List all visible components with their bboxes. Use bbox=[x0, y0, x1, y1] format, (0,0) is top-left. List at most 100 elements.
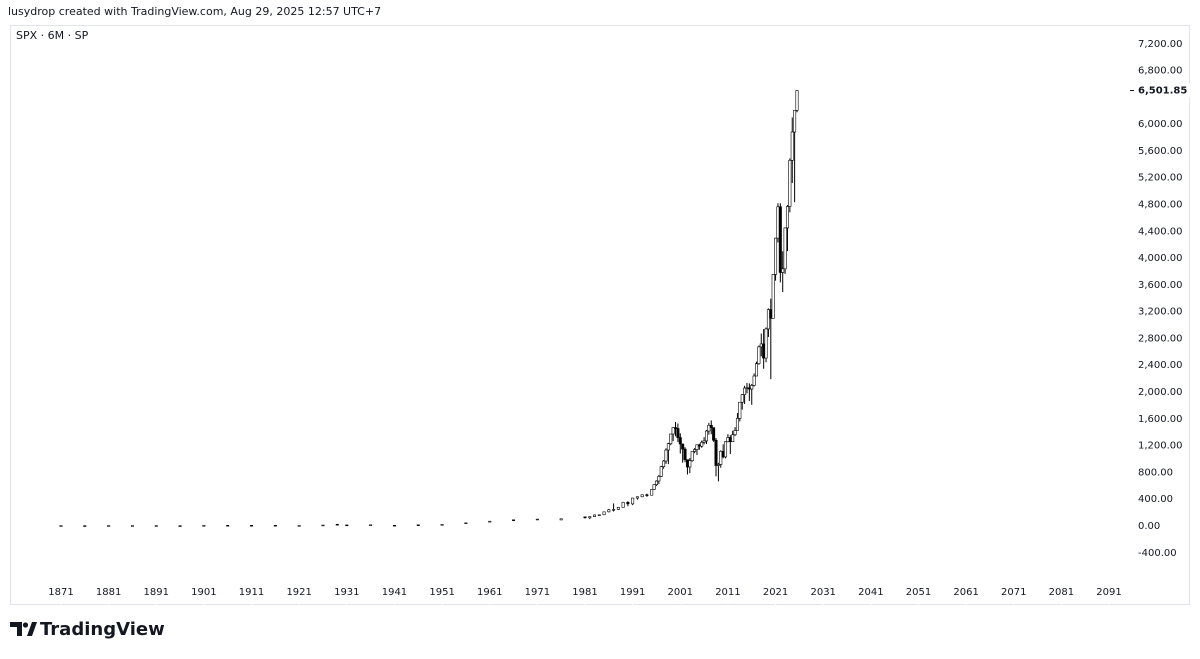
y-tick-label: 2,800.00 bbox=[1138, 333, 1183, 344]
logo-icon bbox=[10, 622, 37, 636]
candle-body bbox=[607, 509, 611, 513]
candle-body bbox=[512, 519, 516, 521]
x-tick-label: 2011 bbox=[715, 587, 740, 598]
candle-body bbox=[762, 343, 766, 359]
candle-body bbox=[652, 484, 656, 490]
candle-body bbox=[702, 440, 706, 443]
candle-body bbox=[743, 387, 747, 395]
legend: SPX · 6M · SP bbox=[16, 29, 89, 42]
candle-body bbox=[488, 520, 492, 523]
candle-body bbox=[621, 502, 625, 508]
candle-body bbox=[757, 346, 761, 364]
x-tick-label: 1911 bbox=[239, 587, 264, 598]
candle-body bbox=[695, 444, 699, 450]
candle-body bbox=[766, 309, 770, 330]
candle-body bbox=[709, 425, 713, 428]
candle-body bbox=[726, 437, 730, 443]
y-tick-label: 800.00 bbox=[1138, 467, 1173, 478]
y-tick-label: 4,400.00 bbox=[1138, 226, 1183, 237]
candle-body bbox=[700, 442, 704, 447]
candle-body bbox=[712, 427, 716, 441]
candle-body bbox=[781, 268, 785, 273]
candle-body bbox=[688, 460, 692, 468]
x-tick-label: 2071 bbox=[1001, 587, 1026, 598]
candle-body bbox=[202, 525, 206, 527]
x-tick-label: 2021 bbox=[763, 587, 788, 598]
candle-body bbox=[790, 131, 794, 161]
candle-body bbox=[745, 387, 749, 389]
candle-body bbox=[724, 441, 728, 458]
header-text: lusydrop created with TradingView.com, A… bbox=[8, 5, 381, 18]
candle-body bbox=[416, 524, 420, 526]
candle-body bbox=[650, 489, 654, 496]
candle-body bbox=[178, 525, 182, 527]
x-tick-label: 2051 bbox=[906, 587, 931, 598]
candle-body bbox=[273, 525, 277, 527]
candle-body bbox=[793, 110, 797, 133]
y-tick-label: 2,000.00 bbox=[1138, 387, 1183, 398]
y-tick-label: 0.00 bbox=[1138, 521, 1160, 532]
x-tick-label: 1891 bbox=[144, 587, 169, 598]
y-tick-label: 6,000.00 bbox=[1138, 119, 1183, 130]
last-price-label: 6,501.85 bbox=[1138, 86, 1187, 97]
candle-body bbox=[83, 525, 87, 527]
candle-body bbox=[771, 274, 775, 319]
candle-body bbox=[719, 450, 723, 465]
candle-body bbox=[440, 524, 444, 526]
x-tick-label: 1961 bbox=[477, 587, 502, 598]
pane-border bbox=[10, 25, 1190, 605]
candle-body bbox=[785, 206, 789, 229]
candle-body bbox=[662, 460, 666, 467]
candle-body bbox=[369, 524, 373, 526]
candle-body bbox=[738, 401, 742, 419]
candle-body bbox=[778, 206, 782, 273]
candle-body bbox=[676, 428, 680, 438]
candle-body bbox=[671, 427, 675, 435]
candle-body bbox=[59, 525, 63, 527]
candle-body bbox=[774, 237, 778, 275]
candle-body bbox=[697, 444, 701, 447]
candle-body bbox=[678, 437, 682, 445]
x-tick-label: 1921 bbox=[286, 587, 311, 598]
x-tick-label: 1951 bbox=[429, 587, 454, 598]
y-tick-label: 4,800.00 bbox=[1138, 199, 1183, 210]
candle-body bbox=[707, 425, 711, 432]
last-price-bg bbox=[1132, 83, 1190, 98]
candle-body bbox=[392, 525, 396, 527]
candle-body bbox=[464, 522, 468, 524]
candle-body bbox=[640, 494, 644, 498]
x-tick-label: 2061 bbox=[953, 587, 978, 598]
candle-body bbox=[666, 443, 670, 451]
candle-body bbox=[755, 363, 759, 377]
candle-body bbox=[588, 516, 592, 519]
candle-body bbox=[714, 439, 718, 466]
y-tick-label: 3,200.00 bbox=[1138, 307, 1183, 318]
y-tick-label: 6,800.00 bbox=[1138, 66, 1183, 77]
candle-body bbox=[681, 443, 685, 450]
candle-body bbox=[645, 494, 649, 496]
candle-body bbox=[597, 514, 601, 516]
candle-body bbox=[693, 449, 697, 452]
candle-body bbox=[130, 525, 134, 527]
candle-body bbox=[335, 524, 339, 526]
x-tick-label: 1931 bbox=[334, 587, 359, 598]
candle-body bbox=[583, 516, 587, 519]
candle-body bbox=[776, 206, 780, 239]
candle-body bbox=[733, 430, 737, 436]
x-tick-label: 2031 bbox=[810, 587, 835, 598]
y-tick-label: -400.00 bbox=[1138, 548, 1177, 559]
candle-body bbox=[654, 480, 658, 486]
candle-body bbox=[593, 514, 597, 517]
y-tick-label: 1,600.00 bbox=[1138, 414, 1183, 425]
x-tick-label: 2091 bbox=[1096, 587, 1121, 598]
candle-body bbox=[250, 525, 254, 527]
candle-body bbox=[669, 433, 673, 444]
x-tick-label: 1871 bbox=[48, 587, 73, 598]
candle-body bbox=[659, 466, 663, 477]
candle-body bbox=[297, 525, 301, 527]
candle-body bbox=[740, 394, 744, 403]
candle-body bbox=[795, 90, 799, 111]
x-tick-label: 1971 bbox=[525, 587, 550, 598]
candle-body bbox=[683, 448, 687, 460]
